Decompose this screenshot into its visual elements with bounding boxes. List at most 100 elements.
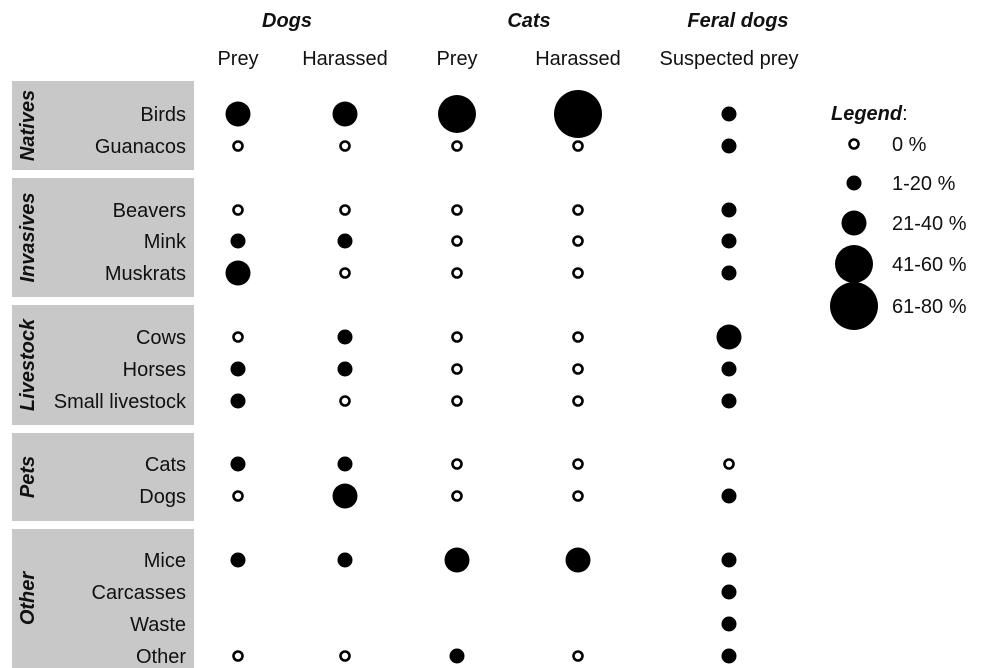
group-title-feral-dogs: Feral dogs: [687, 10, 788, 32]
bubble-other-mice-col3: [444, 547, 470, 573]
legend-marker-1: [846, 175, 862, 191]
row-label-other-other: Other: [136, 646, 186, 668]
bubble-invasives-beavers-col4: [572, 204, 584, 216]
row-label-invasives-mink: Mink: [144, 231, 187, 253]
bubble-natives-birds-col3: [438, 95, 476, 133]
bubble-pets-cats-col3: [451, 458, 463, 470]
bubble-pets-cats-col2: [337, 456, 353, 472]
bubble-livestock-small-livestock-col5: [721, 393, 737, 409]
bubble-natives-birds-col2: [332, 101, 358, 127]
legend-title-colon: :: [902, 103, 908, 125]
bubble-other-mice-col2: [337, 552, 353, 568]
legend-label-4: 61-80 %: [892, 296, 967, 318]
legend-marker-2: [841, 210, 867, 236]
row-label-invasives-muskrats: Muskrats: [105, 263, 186, 285]
bubble-pets-dogs-col5: [721, 488, 737, 504]
legend-marker-3: [835, 245, 873, 283]
row-label-livestock-small-livestock: Small livestock: [54, 391, 187, 413]
legend-label-2: 21-40 %: [892, 213, 967, 235]
bubble-livestock-small-livestock-col2: [339, 395, 351, 407]
bubble-livestock-cows-col1: [232, 331, 244, 343]
bubble-invasives-muskrats-col3: [451, 267, 463, 279]
bubble-pets-dogs-col1: [232, 490, 244, 502]
column-label-cats-prey: Prey: [436, 48, 477, 70]
row-label-natives-guanacos: Guanacos: [95, 136, 186, 158]
group-title-cats: Cats: [507, 10, 550, 32]
bubble-livestock-small-livestock-col4: [572, 395, 584, 407]
column-label-dogs-prey: Prey: [217, 48, 258, 70]
legend-title-word: Legend: [831, 103, 903, 125]
bubble-other-mice-col1: [230, 552, 246, 568]
bubble-invasives-beavers-col1: [232, 204, 244, 216]
legend-marker-0: [848, 138, 860, 150]
category-label-invasives: Invasives: [17, 192, 39, 282]
legend-label-0: 0 %: [892, 134, 927, 156]
row-label-other-mice: Mice: [144, 550, 186, 572]
bubble-invasives-mink-col5: [721, 233, 737, 249]
bubble-livestock-horses-col5: [721, 361, 737, 377]
row-label-invasives-beavers: Beavers: [113, 200, 186, 222]
row-label-other-carcasses: Carcasses: [92, 582, 186, 604]
bubble-pets-dogs-col4: [572, 490, 584, 502]
category-band-livestock: [12, 305, 194, 425]
category-band-pets: [12, 433, 194, 521]
legend-title: Legend:: [831, 103, 908, 125]
bubble-other-other-col5: [721, 648, 737, 664]
category-label-livestock: Livestock: [17, 318, 39, 411]
bubble-livestock-small-livestock-col3: [451, 395, 463, 407]
bubble-livestock-horses-col2: [337, 361, 353, 377]
bubble-livestock-horses-col1: [230, 361, 246, 377]
bubble-natives-guanacos-col2: [339, 140, 351, 152]
row-label-livestock-horses: Horses: [123, 359, 186, 381]
bubble-invasives-beavers-col3: [451, 204, 463, 216]
bubble-natives-guanacos-col3: [451, 140, 463, 152]
bubble-other-other-col3: [449, 648, 465, 664]
legend-label-1: 1-20 %: [892, 173, 956, 195]
legend-marker-4: [830, 282, 878, 330]
bubble-invasives-muskrats-col4: [572, 267, 584, 279]
row-labels: Birds Guanacos Beavers Mink Muskrats Cows Hors…: [54, 104, 187, 668]
bubble-other-waste-col5: [721, 616, 737, 632]
bubble-invasives-mink-col4: [572, 235, 584, 247]
bubble-invasives-mink-col3: [451, 235, 463, 247]
bubble-invasives-muskrats-col1: [225, 260, 251, 286]
bubble-natives-guanacos-col1: [232, 140, 244, 152]
group-title-dogs: Dogs: [262, 10, 312, 32]
bubble-invasives-beavers-col2: [339, 204, 351, 216]
bubble-pets-cats-col4: [572, 458, 584, 470]
bubble-invasives-muskrats-col5: [721, 265, 737, 281]
row-label-other-waste: Waste: [130, 614, 186, 636]
category-band-other: [12, 529, 194, 668]
bubble-other-other-col1: [232, 650, 244, 662]
bubble-invasives-muskrats-col2: [339, 267, 351, 279]
row-label-livestock-cows: Cows: [136, 327, 186, 349]
bubble-pets-cats-col1: [230, 456, 246, 472]
bubbles: [225, 90, 742, 664]
column-label-dogs-harassed: Harassed: [302, 48, 388, 70]
bubble-pets-dogs-col2: [332, 483, 358, 509]
bubble-livestock-small-livestock-col1: [230, 393, 246, 409]
bubble-other-other-col4: [572, 650, 584, 662]
column-label-feral-dogs-suspected-prey: Suspected prey: [660, 48, 799, 70]
bubble-invasives-mink-col2: [337, 233, 353, 249]
bubble-invasives-mink-col1: [230, 233, 246, 249]
bubble-natives-guanacos-col4: [572, 140, 584, 152]
bubble-other-other-col2: [339, 650, 351, 662]
category-label-pets: Pets: [17, 456, 39, 498]
bubble-natives-birds-col4: [554, 90, 602, 138]
bubble-livestock-cows-col3: [451, 331, 463, 343]
bubble-other-mice-col5: [721, 552, 737, 568]
bubble-livestock-horses-col4: [572, 363, 584, 375]
legend-label-3: 41-60 %: [892, 254, 967, 276]
bubble-natives-birds-col5: [721, 106, 737, 122]
bubble-livestock-cows-col5: [716, 324, 742, 350]
row-label-natives-birds: Birds: [140, 104, 186, 126]
bubble-livestock-cows-col4: [572, 331, 584, 343]
legend: Legend: 0 % 1-20 % 21-40 % 41-60 % 61-80 %: [830, 103, 967, 330]
category-bands: Natives Invasives Livestock Pets Other: [12, 81, 194, 668]
category-band-natives: [12, 81, 194, 170]
bubble-invasives-beavers-col5: [721, 202, 737, 218]
bubble-livestock-cows-col2: [337, 329, 353, 345]
